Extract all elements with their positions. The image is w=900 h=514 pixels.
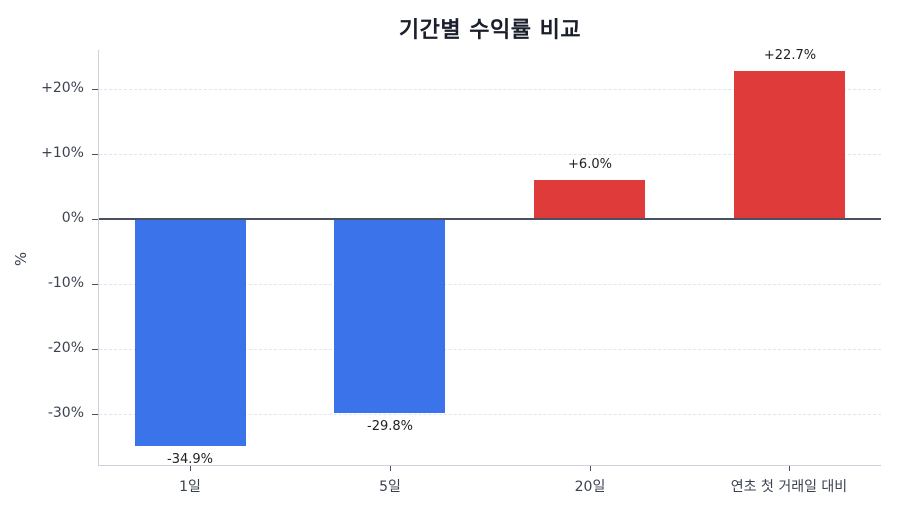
y-tick <box>92 414 98 415</box>
value-label-ytd: +22.7% <box>763 48 817 63</box>
gridline-minus20 <box>99 349 881 350</box>
value-label-1d: -34.9% <box>167 452 213 467</box>
y-axis-spine <box>98 50 99 466</box>
x-tick <box>390 466 391 471</box>
bar-5d <box>334 219 445 413</box>
chart-title: 기간별 수익률 비교 <box>398 18 582 43</box>
gridline-plus20 <box>99 89 881 90</box>
y-tick-label: -20% <box>47 340 84 356</box>
gridline-minus30 <box>99 414 881 415</box>
x-tick <box>789 466 790 471</box>
y-tick <box>92 219 98 220</box>
y-tick-label: +10% <box>41 145 84 161</box>
y-tick <box>92 349 98 350</box>
y-tick-label: +20% <box>41 80 84 96</box>
y-tick-label: -10% <box>47 275 84 291</box>
x-tick-label-20d: 20일 <box>574 479 606 495</box>
x-tick <box>590 466 591 471</box>
bar-20d <box>534 180 645 219</box>
y-axis-label: % <box>12 251 31 267</box>
x-axis-spine <box>98 465 881 466</box>
gridline-minus10 <box>99 284 881 285</box>
zero-line <box>99 218 881 220</box>
y-tick <box>92 284 98 285</box>
y-tick-label: 0% <box>61 210 84 226</box>
bar-1d <box>135 219 246 446</box>
value-label-5d: -29.8% <box>367 419 413 434</box>
y-tick <box>92 154 98 155</box>
x-tick-label-1d: 1일 <box>179 479 201 495</box>
x-tick-label-5d: 5일 <box>379 479 401 495</box>
x-tick <box>190 466 191 471</box>
bar-ytd <box>734 71 845 219</box>
y-tick <box>92 89 98 90</box>
value-label-20d: +6.0% <box>568 157 612 172</box>
y-tick-label: -30% <box>47 405 84 421</box>
gridline-plus10 <box>99 154 881 155</box>
x-tick-label-ytd: 연초 첫 거래일 대비 <box>730 479 848 495</box>
